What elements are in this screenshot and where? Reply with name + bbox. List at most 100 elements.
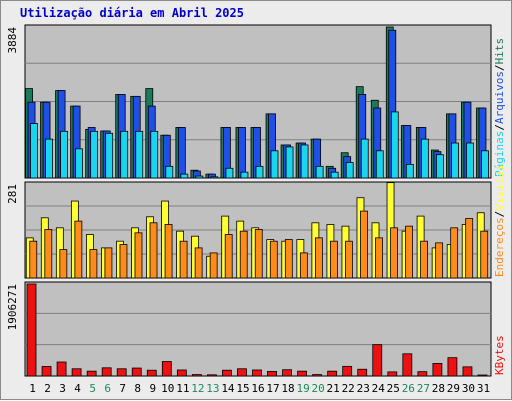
legend-bottom: KBytes <box>493 335 506 375</box>
y-max-label: 281 <box>6 184 19 204</box>
bar-kbytes-day-17 <box>267 371 277 377</box>
bar-kbytes-day-28 <box>432 363 443 377</box>
bar-sites-day-14 <box>224 234 233 279</box>
plot-panel-2 <box>24 281 492 377</box>
bar-pages-day-31 <box>481 150 489 179</box>
bar-kbytes-day-27 <box>417 371 428 377</box>
bar-kbytes-day-13 <box>206 374 217 377</box>
bar-kbytes-day-8 <box>131 367 142 377</box>
x-tick-label-day-8: 8 <box>134 382 141 395</box>
x-tick-label-day-6: 6 <box>104 382 111 395</box>
chart-title: Utilização diária em Abril 2025 <box>20 6 244 20</box>
bar-pages-day-21 <box>330 171 339 179</box>
x-tick-label-day-4: 4 <box>74 382 81 395</box>
bar-pages-day-1 <box>30 123 38 179</box>
bar-pages-day-7 <box>120 130 129 179</box>
bar-pages-day-10 <box>165 165 174 179</box>
bar-kbytes-day-12 <box>191 374 202 377</box>
x-tick-label-day-24: 24 <box>372 382 386 395</box>
bar-sites-day-10 <box>164 224 173 279</box>
bar-kbytes-day-15 <box>237 368 247 377</box>
bar-kbytes-day-9 <box>146 369 157 377</box>
y-max-label: 3884 <box>6 27 19 54</box>
bar-sites-day-26 <box>405 225 413 279</box>
bar-kbytes-day-16 <box>252 369 262 377</box>
x-tick-label-day-20: 20 <box>312 382 325 395</box>
bar-kbytes-day-23 <box>357 368 368 377</box>
bar-kbytes-day-24 <box>372 344 383 377</box>
x-tick-label-day-1: 1 <box>29 382 36 395</box>
x-tick-label-day-19: 19 <box>296 382 309 395</box>
x-tick-label-day-26: 26 <box>402 382 415 395</box>
bar-pages-day-4 <box>75 148 84 179</box>
legend-top: Páginas/Arquivos/Hits <box>493 38 506 177</box>
bar-kbytes-day-31 <box>477 374 488 377</box>
bar-kbytes-day-29 <box>447 357 458 377</box>
bar-pages-day-6 <box>105 132 114 179</box>
x-tick-label-day-25: 25 <box>387 382 400 395</box>
bar-kbytes-day-5 <box>86 370 97 377</box>
bar-pages-day-8 <box>135 130 144 179</box>
bar-sites-day-17 <box>269 240 278 279</box>
bar-pages-day-15 <box>240 171 249 179</box>
bar-sites-day-6 <box>104 247 113 279</box>
bar-kbytes-day-6 <box>101 367 112 377</box>
bar-sites-day-22 <box>345 240 353 279</box>
bar-pages-day-18 <box>285 146 294 179</box>
bar-sites-day-4 <box>74 220 83 279</box>
bar-pages-day-20 <box>315 165 324 179</box>
x-tick-label-day-2: 2 <box>44 382 51 395</box>
x-tick-label-day-23: 23 <box>357 382 370 395</box>
bar-pages-day-16 <box>255 165 264 179</box>
x-tick-label-day-18: 18 <box>281 382 294 395</box>
bar-pages-day-19 <box>300 144 309 179</box>
bar-sites-day-2 <box>44 229 53 279</box>
bar-kbytes-day-25 <box>387 371 398 377</box>
bar-sites-day-18 <box>284 239 293 279</box>
bar-pages-day-23 <box>360 138 369 179</box>
bar-pages-day-22 <box>345 162 354 179</box>
bar-pages-day-13 <box>210 176 219 179</box>
bar-kbytes-day-22 <box>342 365 353 377</box>
bar-kbytes-day-26 <box>402 353 413 377</box>
bar-pages-day-26 <box>405 163 414 179</box>
bar-pages-day-5 <box>90 130 99 179</box>
bar-kbytes-day-11 <box>176 369 187 377</box>
bar-sites-day-28 <box>435 242 444 279</box>
x-tick-label-day-22: 22 <box>342 382 355 395</box>
x-tick-label-day-7: 7 <box>119 382 126 395</box>
bar-kbytes-day-4 <box>71 368 82 377</box>
x-tick-label-day-17: 17 <box>266 382 279 395</box>
bar-pages-day-9 <box>150 130 159 179</box>
bar-sites-day-27 <box>420 240 429 279</box>
bar-sites-day-11 <box>179 240 188 279</box>
bar-pages-day-11 <box>180 173 189 179</box>
bar-sites-day-20 <box>314 237 323 279</box>
bar-sites-day-15 <box>239 230 248 279</box>
bar-kbytes-day-20 <box>312 374 323 377</box>
bar-pages-day-27 <box>420 138 429 179</box>
bar-sites-day-7 <box>119 244 128 279</box>
bar-sites-day-31 <box>480 230 489 279</box>
x-tick-label-day-11: 11 <box>176 382 189 395</box>
x-tick-label-day-9: 9 <box>149 382 156 395</box>
bar-pages-day-24 <box>375 150 384 179</box>
x-tick-label-day-5: 5 <box>89 382 96 395</box>
bar-kbytes-day-18 <box>282 369 292 377</box>
bar-sites-day-24 <box>375 237 383 279</box>
bar-kbytes-day-3 <box>56 361 67 377</box>
bar-pages-day-14 <box>225 167 234 179</box>
x-tick-label-day-14: 14 <box>221 382 235 395</box>
x-tick-label-day-27: 27 <box>417 382 430 395</box>
x-tick-label-day-28: 28 <box>432 382 445 395</box>
bar-pages-day-30 <box>466 142 474 179</box>
bar-files-day-15 <box>238 127 246 179</box>
x-tick-label-day-10: 10 <box>161 382 174 395</box>
bar-kbytes-day-7 <box>116 368 127 377</box>
x-tick-label-day-21: 21 <box>327 382 340 395</box>
bar-pages-day-25 <box>390 111 399 179</box>
bar-pages-day-17 <box>270 150 279 179</box>
bar-kbytes-day-21 <box>327 370 338 377</box>
bar-files-day-11 <box>177 127 186 179</box>
